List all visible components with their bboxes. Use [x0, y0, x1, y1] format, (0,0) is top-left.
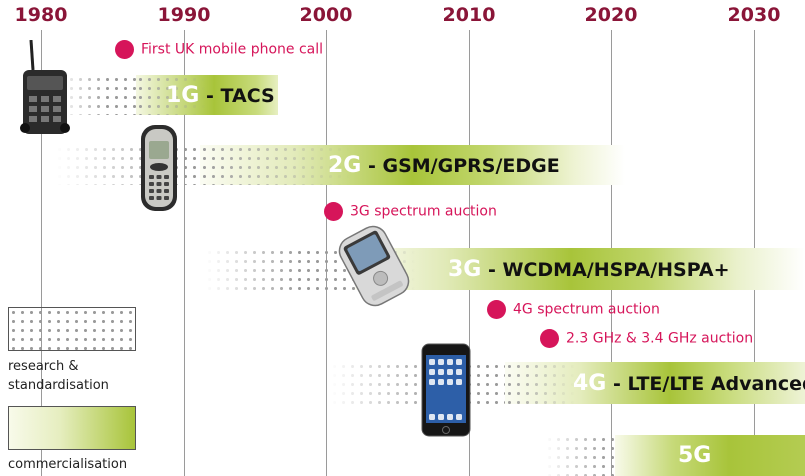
research-pattern: [9, 308, 135, 350]
gen-name: - LTE/LTE Advanced: [613, 373, 805, 395]
band-4g: 4G - LTE/LTE Advanced: [330, 362, 805, 404]
band-5g: 5G: [545, 435, 805, 476]
gen-number: 4G: [573, 371, 607, 396]
band-1g: 1G - TACS: [58, 75, 278, 115]
year-label-2020: 2020: [584, 4, 638, 26]
nokia-phone-icon: [141, 125, 177, 211]
gen-number: 2G: [328, 153, 362, 178]
event-marker: [115, 40, 134, 59]
event-3g-auction: 3G spectrum auction: [324, 202, 497, 221]
event-label: 3G spectrum auction: [350, 203, 497, 220]
legend-commercial-swatch: [8, 406, 136, 450]
commercial-gradient: [615, 435, 805, 476]
legend-research-swatch: [8, 307, 136, 351]
legend-research-label: research & standardisation: [8, 359, 109, 393]
event-marker: [324, 202, 343, 221]
smartphone-3g-icon: [338, 225, 410, 307]
band-2g: 2G - GSM/GPRS/EDGE: [55, 145, 625, 185]
gen-name: - TACS: [206, 85, 275, 107]
year-label-2010: 2010: [442, 4, 496, 26]
event-marker: [540, 329, 559, 348]
event-ghz-auction: 2.3 GHz & 3.4 GHz auction: [540, 329, 753, 348]
gen-number: 5G: [678, 443, 712, 468]
band-3g: 3G - WCDMA/HSPA/HSPA+: [205, 248, 805, 290]
gen-name: - WCDMA/HSPA/HSPA+: [488, 259, 730, 281]
year-label-2030: 2030: [727, 4, 781, 26]
event-4g-auction: 4G spectrum auction: [487, 300, 660, 319]
gen-label-4g: 4G - LTE/LTE Advanced: [573, 371, 805, 396]
year-label-1980: 1980: [14, 4, 68, 26]
legend-commercial-label: commercialisation: [8, 457, 128, 472]
gen-number: 3G: [448, 257, 482, 282]
research-pattern-overlay: [200, 145, 350, 185]
gen-label-5g: 5G: [678, 443, 711, 468]
event-first-uk-call: First UK mobile phone call: [115, 40, 323, 59]
event-label: 2.3 GHz & 3.4 GHz auction: [566, 330, 754, 347]
event-marker: [487, 300, 506, 319]
gen-label-2g: 2G - GSM/GPRS/EDGE: [328, 153, 560, 178]
gridline-1980: [41, 30, 42, 476]
event-label: 4G spectrum auction: [513, 301, 660, 318]
brick-phone-icon: [20, 40, 70, 134]
gen-label-3g: 3G - WCDMA/HSPA/HSPA+: [448, 257, 730, 282]
year-label-2000: 2000: [299, 4, 353, 26]
gen-label-1g: 1G - TACS: [166, 83, 275, 108]
gen-name: - GSM/GPRS/EDGE: [368, 155, 560, 177]
gridline-1990: [184, 30, 185, 476]
year-label-1990: 1990: [157, 4, 211, 26]
research-pattern-overlay: [136, 75, 206, 115]
gen-number: 1G: [166, 83, 200, 108]
event-label: First UK mobile phone call: [141, 41, 324, 58]
commercial-gradient: [355, 248, 805, 290]
research-pattern-overlay: [505, 362, 575, 404]
iphone-icon: [421, 343, 471, 437]
